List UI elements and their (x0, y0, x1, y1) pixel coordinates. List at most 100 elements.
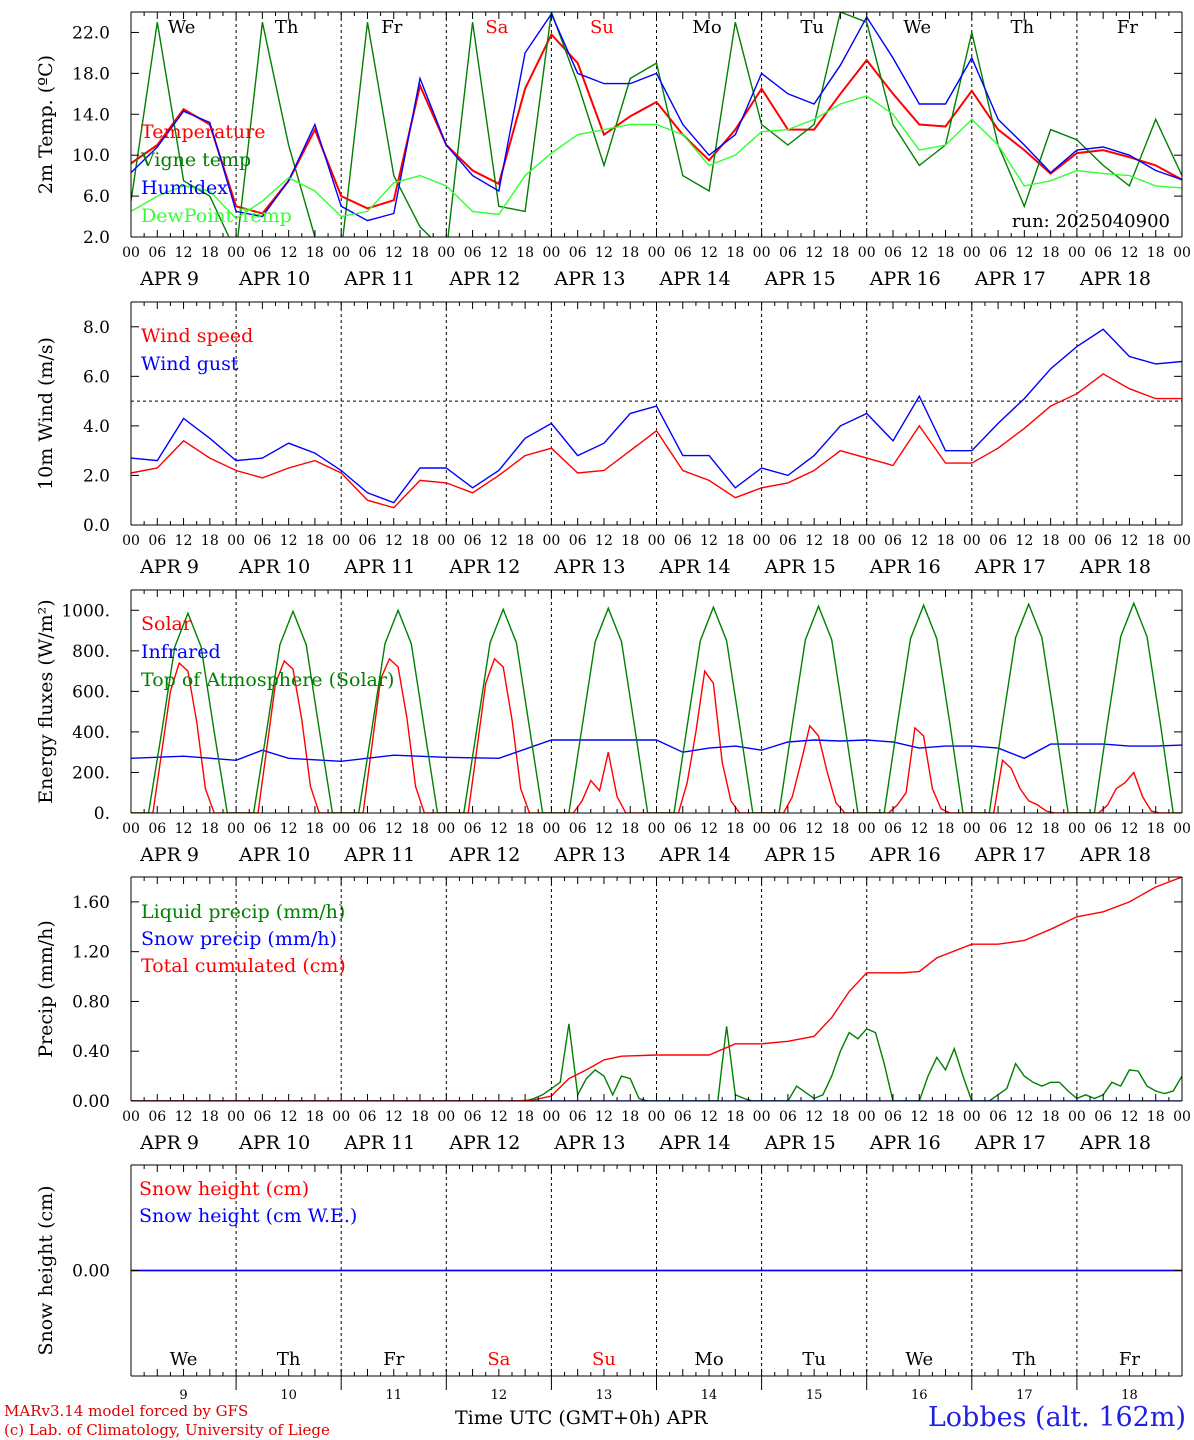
x-hour-label: 12 (700, 533, 718, 549)
x-hour-label: 06 (674, 245, 692, 261)
legend-label: Top of Atmosphere (Solar) (141, 669, 394, 691)
y-tick-label: 6.0 (83, 367, 110, 387)
x-hour-label: 06 (464, 533, 482, 549)
x-date-label: APR 12 (448, 1132, 520, 1154)
legend-label: Snow precip (mm/h) (141, 928, 337, 950)
x-hour-label: 12 (1015, 1109, 1033, 1125)
x-hour-label: 12 (700, 1109, 718, 1125)
x-hour-label: 12 (175, 1109, 193, 1125)
x-date-label: APR 17 (974, 1132, 1046, 1154)
y-tick-label: 1000. (61, 601, 110, 621)
bottom-day-number: 11 (385, 1388, 402, 1403)
bottom-day-name: Sa (487, 1349, 510, 1370)
legend-label: Wind speed (141, 325, 253, 347)
legend-label: Total cumulated (cm) (141, 955, 346, 977)
run-label: run: 2025040900 (1012, 211, 1170, 232)
y-tick-label: 8.0 (83, 318, 110, 338)
x-hour-label: 18 (937, 533, 955, 549)
x-hour-label: 18 (411, 245, 429, 261)
x-hour-label: 00 (227, 821, 245, 837)
bottom-day-number: 17 (1016, 1388, 1033, 1403)
x-hour-label: 06 (989, 245, 1007, 261)
x-hour-label: 00 (437, 533, 455, 549)
x-date-label: APR 9 (139, 844, 199, 866)
x-hour-label: 06 (253, 821, 271, 837)
x-hour-label: 06 (359, 533, 377, 549)
x-date-label: APR 17 (974, 268, 1046, 290)
y-tick-label: 600. (72, 682, 110, 702)
legend-label: Humidex (141, 177, 228, 199)
y-tick-label: 18.0 (72, 64, 110, 84)
y-tick-label: 1.60 (72, 893, 110, 913)
day-name-label: Tu (800, 17, 824, 38)
y-tick-label: 800. (72, 642, 110, 662)
x-date-label: APR 18 (1079, 556, 1151, 578)
x-hour-label: 00 (1173, 1109, 1191, 1125)
day-name-label: Th (275, 17, 299, 38)
x-hour-label: 00 (753, 1109, 771, 1125)
legend-label: Infrared (141, 641, 221, 663)
series-line-dewpoint-temp (131, 95, 1182, 220)
x-hour-label: 12 (280, 533, 298, 549)
bottom-day-number: 15 (806, 1388, 823, 1403)
x-hour-label: 00 (542, 1109, 560, 1125)
x-hour-label: 18 (1147, 1109, 1165, 1125)
x-date-label: APR 15 (764, 556, 836, 578)
series-line-solar (131, 657, 1182, 813)
x-hour-label: 00 (332, 533, 350, 549)
bottom-day-number: 18 (1121, 1388, 1138, 1403)
x-hour-label: 00 (753, 821, 771, 837)
x-hour-label: 06 (674, 821, 692, 837)
x-date-label: APR 17 (974, 556, 1046, 578)
x-date-label: APR 14 (659, 1132, 731, 1154)
x-hour-label: 06 (674, 533, 692, 549)
bottom-day-number: 14 (701, 1388, 718, 1403)
x-hour-label: 00 (227, 245, 245, 261)
x-hour-label: 18 (306, 533, 324, 549)
x-date-label: APR 13 (553, 268, 625, 290)
x-hour-label: 18 (306, 821, 324, 837)
x-hour-label: 12 (175, 533, 193, 549)
x-hour-label: 12 (280, 1109, 298, 1125)
x-hour-label: 00 (332, 1109, 350, 1125)
series-line-wind-speed (131, 373, 1182, 509)
x-hour-label: 06 (464, 245, 482, 261)
x-hour-label: 00 (1068, 245, 1086, 261)
x-hour-label: 12 (805, 821, 823, 837)
x-hour-label: 18 (937, 821, 955, 837)
legend-label: Vigne temp (140, 149, 251, 171)
x-hour-label: 12 (595, 533, 613, 549)
x-hour-label: 06 (464, 1109, 482, 1125)
x-hour-label: 00 (1068, 533, 1086, 549)
x-hour-label: 12 (175, 245, 193, 261)
x-hour-label: 06 (1094, 821, 1112, 837)
day-name-label: Mo (692, 17, 721, 38)
x-hour-label: 18 (201, 821, 219, 837)
x-hour-label: 00 (858, 1109, 876, 1125)
bottom-day-name: Mo (694, 1349, 723, 1370)
x-hour-label: 06 (359, 1109, 377, 1125)
day-name-label: Fr (381, 17, 402, 38)
legend-label: Snow height (cm W.E.) (139, 1205, 357, 1227)
x-hour-label: 00 (753, 533, 771, 549)
x-hour-label: 06 (253, 1109, 271, 1125)
x-hour-label: 18 (726, 533, 744, 549)
x-date-label: APR 10 (238, 844, 310, 866)
x-hour-label: 12 (595, 245, 613, 261)
x-hour-label: 18 (726, 821, 744, 837)
x-hour-label: 00 (858, 245, 876, 261)
x-hour-label: 12 (385, 245, 403, 261)
bottom-day-number: 12 (491, 1388, 508, 1403)
x-hour-label: 00 (1173, 821, 1191, 837)
y-axis-label: 2m Temp. (ºC) (35, 55, 57, 194)
x-hour-label: 12 (595, 1109, 613, 1125)
x-date-label: APR 18 (1079, 844, 1151, 866)
x-date-label: APR 10 (238, 556, 310, 578)
x-date-label: APR 11 (343, 844, 415, 866)
x-hour-label: 18 (1042, 821, 1060, 837)
x-hour-label: 06 (253, 533, 271, 549)
series-line-vigne-temp (131, 12, 1182, 237)
x-hour-label: 12 (490, 533, 508, 549)
x-hour-label: 18 (201, 533, 219, 549)
